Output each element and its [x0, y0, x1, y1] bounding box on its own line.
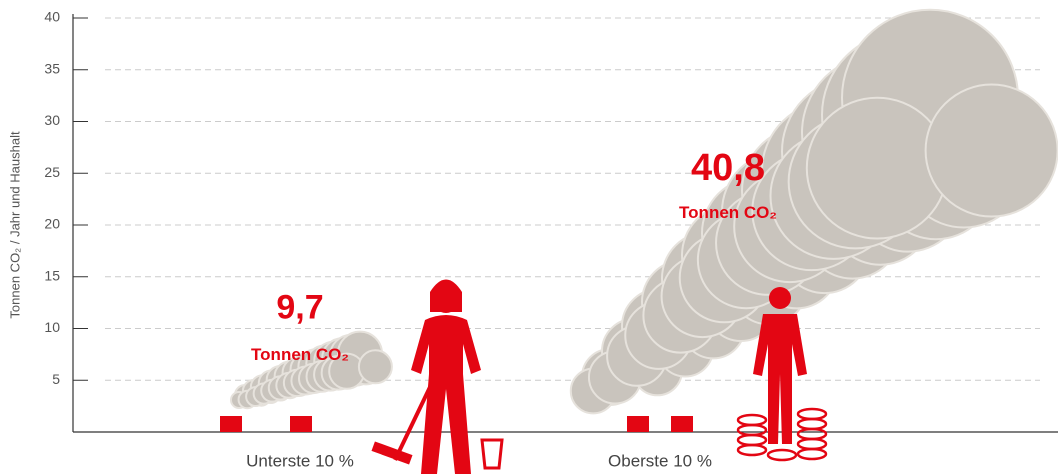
plot: 5 10 15 20 25 30 35 40 9,7 Tonnen CO₂ Unterste 10 …: [44, 8, 1058, 470]
chimney: [627, 416, 649, 432]
y-tick-label: 30: [44, 112, 60, 128]
unit-label: Tonnen CO₂: [679, 203, 777, 222]
x-tick-label: Unterste 10 %: [246, 451, 354, 470]
figure-man: [736, 287, 828, 462]
chimney: [290, 416, 312, 432]
y-tick-label: 5: [52, 371, 60, 387]
x-tick-label: Oberste 10 %: [608, 451, 712, 470]
unit-label: Tonnen CO₂: [251, 345, 349, 364]
y-tick-label: 40: [44, 9, 60, 25]
y-tick-label: 20: [44, 216, 60, 232]
figure-woman: [371, 279, 504, 474]
y-tick-label: 35: [44, 60, 60, 76]
smoke-cloud: [230, 330, 393, 410]
value-label: 9,7: [276, 289, 323, 327]
chimney: [220, 416, 242, 432]
value-label: 40,8: [691, 147, 765, 189]
smoke-cloud: [569, 8, 1058, 415]
y-tick-label: 15: [44, 267, 60, 283]
y-axis-label: Tonnen CO₂ / Jahr und Haushalt: [7, 131, 22, 319]
chimney: [671, 416, 693, 432]
y-tick-label: 10: [44, 319, 60, 335]
y-tick-label: 25: [44, 164, 60, 180]
